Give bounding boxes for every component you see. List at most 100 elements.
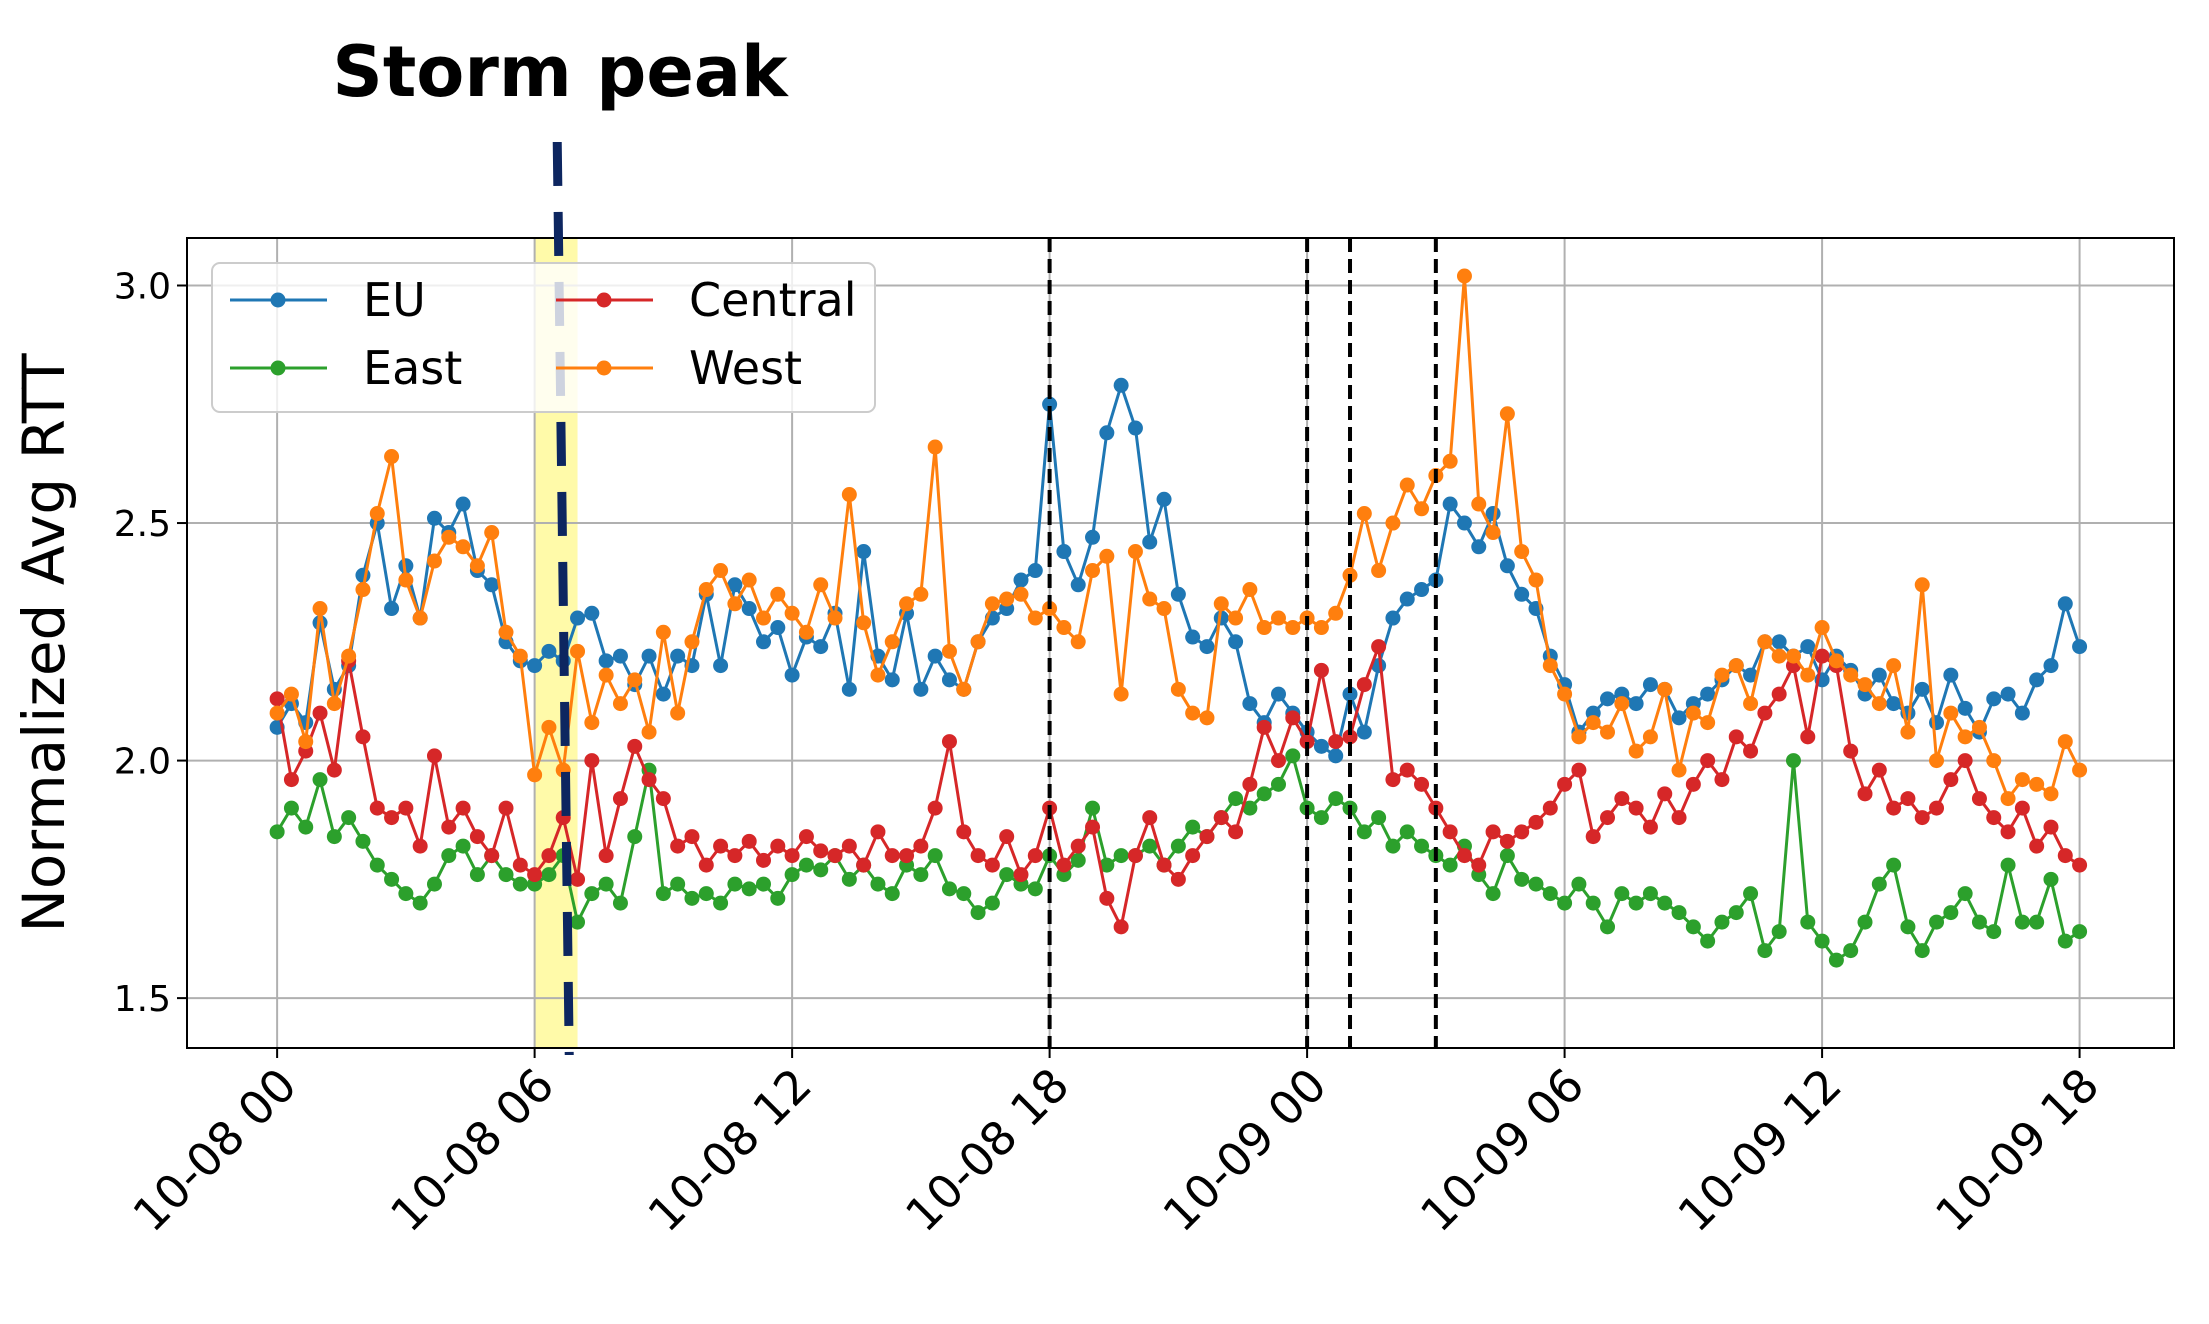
data-point-west	[1371, 563, 1387, 579]
data-point-east	[1743, 886, 1759, 902]
data-point-west	[584, 715, 600, 731]
data-point-central	[727, 848, 743, 864]
data-point-eu	[770, 620, 786, 636]
y-tick-label: 2.0	[114, 742, 171, 783]
data-point-west	[1070, 634, 1086, 650]
data-point-east	[1571, 876, 1587, 892]
data-point-west	[1285, 620, 1301, 636]
data-point-west	[927, 439, 943, 455]
data-point-west	[1414, 501, 1430, 517]
data-point-central	[398, 800, 414, 816]
data-point-central	[870, 824, 886, 840]
data-point-central	[1714, 772, 1730, 788]
data-point-eu	[484, 577, 500, 593]
data-point-west	[369, 506, 385, 522]
data-point-eu	[398, 558, 414, 574]
data-point-central	[570, 871, 586, 887]
data-point-east	[269, 824, 285, 840]
data-point-west	[441, 529, 457, 545]
data-point-central	[412, 838, 428, 854]
data-point-central	[1056, 857, 1072, 873]
data-point-eu	[1385, 610, 1401, 626]
data-point-east	[1957, 886, 1973, 902]
data-point-east	[1557, 895, 1573, 911]
data-point-central	[856, 857, 872, 873]
data-point-west	[770, 586, 786, 602]
data-point-central	[1571, 762, 1587, 778]
data-point-west	[498, 624, 514, 640]
data-point-eu	[1743, 667, 1759, 683]
data-point-central	[841, 838, 857, 854]
data-point-eu	[1113, 377, 1129, 393]
series-east	[269, 748, 2088, 968]
data-point-west	[1256, 620, 1272, 636]
data-point-central	[598, 848, 614, 864]
data-point-west	[1399, 477, 1415, 493]
data-point-central	[670, 838, 686, 854]
data-point-central	[455, 800, 471, 816]
data-point-west	[713, 563, 729, 579]
data-point-central	[1356, 677, 1372, 693]
data-point-central	[1242, 776, 1258, 792]
data-point-west	[1971, 719, 1987, 735]
data-point-east	[1099, 857, 1115, 873]
data-point-eu	[1600, 691, 1616, 707]
data-point-east	[941, 881, 957, 897]
data-point-west	[884, 634, 900, 650]
data-point-eu	[1199, 639, 1215, 655]
data-point-west	[1929, 753, 1945, 769]
data-point-central	[1399, 762, 1415, 778]
data-point-eu	[1514, 586, 1530, 602]
data-point-east	[727, 876, 743, 892]
y-tick-label: 3.0	[114, 267, 171, 308]
data-point-west	[984, 596, 1000, 612]
y-axis-label: Normalized Avg RTT	[10, 353, 78, 933]
data-point-west	[798, 624, 814, 640]
data-point-central	[713, 838, 729, 854]
data-point-central	[1299, 734, 1315, 750]
data-point-central	[2000, 824, 2016, 840]
data-point-west	[1642, 729, 1658, 745]
data-point-west	[283, 686, 299, 702]
data-point-east	[1170, 838, 1186, 854]
data-point-central	[2029, 838, 2045, 854]
data-point-west	[541, 719, 557, 735]
data-point-eu	[1700, 686, 1716, 702]
data-point-west	[469, 558, 485, 574]
data-point-east	[2057, 933, 2073, 949]
data-point-west	[1113, 686, 1129, 702]
data-point-east	[283, 800, 299, 816]
legend-item-central: Central	[556, 273, 857, 327]
data-point-east	[713, 895, 729, 911]
data-point-eu	[655, 686, 671, 702]
data-point-central	[269, 691, 285, 707]
data-point-central	[798, 829, 814, 845]
data-point-east	[1242, 800, 1258, 816]
data-point-east	[2029, 914, 2045, 930]
legend-item-west: West	[556, 341, 802, 395]
data-point-west	[341, 648, 357, 664]
data-point-eu	[884, 672, 900, 688]
data-point-central	[756, 852, 772, 868]
data-point-eu	[1242, 696, 1258, 712]
data-point-central	[1628, 800, 1644, 816]
data-point-eu	[384, 601, 400, 617]
data-point-east	[1843, 943, 1859, 959]
data-point-east	[1685, 919, 1701, 935]
data-point-west	[1614, 696, 1630, 712]
data-point-eu	[941, 672, 957, 688]
data-point-west	[598, 667, 614, 683]
data-point-west	[1714, 667, 1730, 683]
data-point-east	[1600, 919, 1616, 935]
data-point-central	[684, 829, 700, 845]
data-point-west	[1313, 620, 1329, 636]
data-point-west	[355, 582, 371, 598]
y-tick-label: 2.5	[114, 504, 171, 545]
data-point-central	[1013, 867, 1029, 883]
data-point-central	[283, 772, 299, 788]
data-point-eu	[1771, 634, 1787, 650]
data-point-central	[2072, 857, 2088, 873]
data-point-central	[1814, 648, 1830, 664]
data-point-central	[1886, 800, 1902, 816]
data-point-east	[441, 848, 457, 864]
